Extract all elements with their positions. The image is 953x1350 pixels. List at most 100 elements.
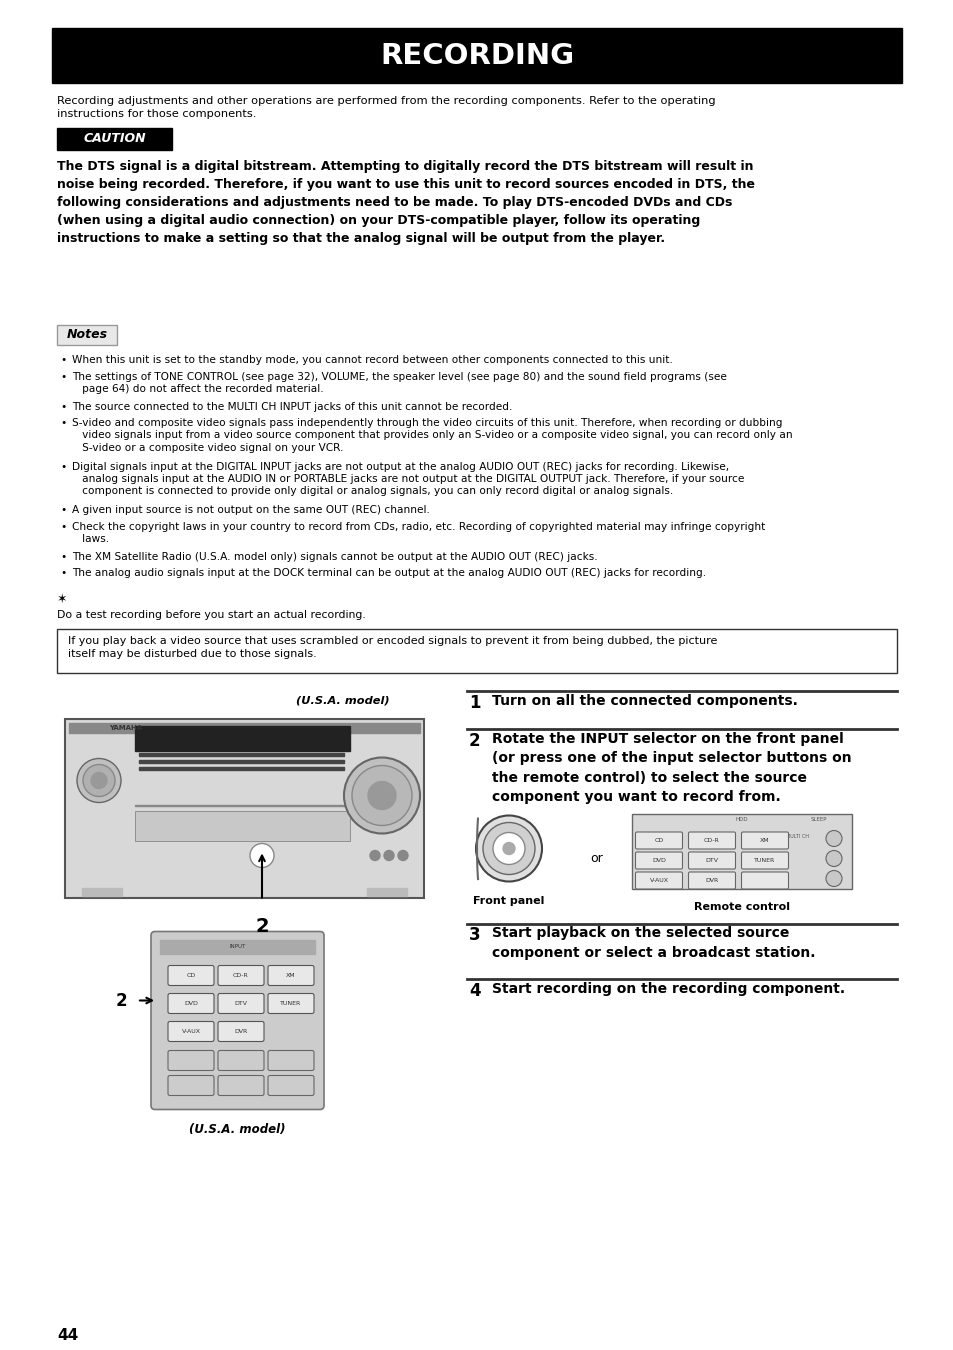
- FancyBboxPatch shape: [268, 965, 314, 986]
- FancyBboxPatch shape: [168, 1050, 213, 1071]
- Text: DVR: DVR: [704, 878, 718, 883]
- Bar: [57, 128, 172, 150]
- Text: SLEEP: SLEEP: [810, 817, 826, 822]
- Bar: [631, 814, 851, 888]
- Circle shape: [344, 757, 419, 833]
- FancyBboxPatch shape: [688, 832, 735, 849]
- Text: •: •: [60, 552, 66, 562]
- Circle shape: [250, 844, 274, 868]
- Circle shape: [296, 815, 307, 825]
- FancyBboxPatch shape: [218, 965, 264, 986]
- Text: 1: 1: [469, 694, 480, 711]
- Text: 4: 4: [469, 981, 480, 999]
- Circle shape: [368, 782, 395, 810]
- Circle shape: [476, 815, 541, 882]
- Circle shape: [352, 765, 412, 825]
- Text: Start recording on the recording component.: Start recording on the recording compone…: [492, 981, 844, 995]
- Text: Do a test recording before you start an actual recording.: Do a test recording before you start an …: [57, 609, 365, 620]
- Text: DVR: DVR: [234, 1029, 248, 1034]
- FancyBboxPatch shape: [168, 994, 213, 1014]
- Text: Remote control: Remote control: [693, 903, 789, 913]
- Bar: [69, 722, 419, 733]
- Bar: [160, 940, 314, 953]
- Text: XM: XM: [760, 838, 769, 842]
- Circle shape: [482, 822, 535, 875]
- Bar: [139, 752, 344, 756]
- Text: Check the copyright laws in your country to record from CDs, radio, etc. Recordi: Check the copyright laws in your country…: [71, 521, 764, 544]
- FancyBboxPatch shape: [168, 965, 213, 986]
- FancyBboxPatch shape: [635, 832, 681, 849]
- Circle shape: [370, 850, 379, 860]
- Circle shape: [493, 833, 524, 864]
- Text: 44: 44: [57, 1328, 78, 1343]
- Bar: [135, 810, 350, 841]
- FancyBboxPatch shape: [635, 852, 681, 869]
- Text: •: •: [60, 355, 66, 364]
- Circle shape: [77, 759, 121, 802]
- Text: The DTS signal is a digital bitstream. Attempting to digitally record the DTS bi: The DTS signal is a digital bitstream. A…: [57, 161, 754, 244]
- Text: •: •: [60, 568, 66, 578]
- Text: HDD: HDD: [735, 817, 747, 822]
- Circle shape: [825, 830, 841, 846]
- FancyBboxPatch shape: [218, 1076, 264, 1095]
- Circle shape: [91, 772, 107, 788]
- Bar: [135, 725, 350, 751]
- Text: 2: 2: [254, 918, 269, 937]
- Text: XM: XM: [286, 973, 295, 977]
- Text: The source connected to the MULTI CH INPUT jacks of this unit cannot be recorded: The source connected to the MULTI CH INP…: [71, 401, 512, 412]
- Text: •: •: [60, 462, 66, 471]
- Text: V-AUX: V-AUX: [181, 1029, 200, 1034]
- FancyBboxPatch shape: [168, 1076, 213, 1095]
- Text: When this unit is set to the standby mode, you cannot record between other compo: When this unit is set to the standby mod…: [71, 355, 672, 364]
- Text: •: •: [60, 401, 66, 412]
- Text: CD-R: CD-R: [703, 838, 720, 842]
- Circle shape: [236, 815, 247, 825]
- Text: DTV: DTV: [234, 1000, 247, 1006]
- Text: Digital signals input at the DIGITAL INPUT jacks are not output at the analog AU: Digital signals input at the DIGITAL INP…: [71, 462, 743, 497]
- FancyBboxPatch shape: [688, 852, 735, 869]
- Text: CD-R: CD-R: [233, 973, 249, 977]
- Text: If you play back a video source that uses scrambled or encoded signals to preven: If you play back a video source that use…: [68, 636, 717, 659]
- Text: The analog audio signals input at the DOCK terminal can be output at the analog : The analog audio signals input at the DO…: [71, 568, 705, 578]
- Circle shape: [825, 850, 841, 867]
- Bar: [367, 887, 407, 895]
- Text: Rotate the INPUT selector on the front panel
(or press one of the input selector: Rotate the INPUT selector on the front p…: [492, 732, 851, 805]
- Text: The settings of TONE CONTROL (see page 32), VOLUME, the speaker level (see page : The settings of TONE CONTROL (see page 3…: [71, 371, 726, 394]
- Text: INPUT: INPUT: [229, 944, 245, 949]
- Text: (U.S.A. model): (U.S.A. model): [189, 1123, 286, 1137]
- Text: The XM Satellite Radio (U.S.A. model only) signals cannot be output at the AUDIO: The XM Satellite Radio (U.S.A. model onl…: [71, 552, 597, 562]
- Text: Start playback on the selected source
component or select a broadcast station.: Start playback on the selected source co…: [492, 926, 815, 960]
- Text: 2: 2: [115, 991, 127, 1010]
- Text: CD: CD: [654, 838, 663, 842]
- Text: MULTI CH: MULTI CH: [785, 834, 809, 838]
- Text: •: •: [60, 418, 66, 428]
- Text: •: •: [60, 521, 66, 532]
- Text: Recording adjustments and other operations are performed from the recording comp: Recording adjustments and other operatio…: [57, 96, 715, 119]
- Circle shape: [207, 815, 216, 825]
- Text: Front panel: Front panel: [473, 895, 544, 906]
- Circle shape: [327, 815, 336, 825]
- Text: or: or: [590, 852, 602, 865]
- Circle shape: [502, 842, 515, 855]
- FancyBboxPatch shape: [740, 832, 788, 849]
- Bar: [57, 629, 896, 672]
- FancyBboxPatch shape: [218, 1050, 264, 1071]
- Text: CBL: CBL: [637, 834, 646, 838]
- Text: 2: 2: [469, 732, 480, 749]
- Text: INPUT: INPUT: [496, 822, 521, 830]
- FancyBboxPatch shape: [688, 872, 735, 890]
- FancyBboxPatch shape: [168, 1022, 213, 1041]
- Text: A given input source is not output on the same OUT (REC) channel.: A given input source is not output on th…: [71, 505, 430, 514]
- Text: ✶: ✶: [57, 593, 68, 606]
- Text: CD: CD: [186, 973, 195, 977]
- FancyBboxPatch shape: [740, 872, 788, 890]
- Text: TUNER: TUNER: [280, 1000, 301, 1006]
- FancyBboxPatch shape: [57, 325, 117, 346]
- Text: CAUTION: CAUTION: [83, 132, 146, 146]
- Circle shape: [177, 815, 187, 825]
- Bar: [139, 767, 344, 770]
- Text: •: •: [60, 505, 66, 514]
- Text: TUNER: TUNER: [754, 859, 775, 863]
- Text: Turn on all the connected components.: Turn on all the connected components.: [492, 694, 797, 707]
- Text: RECORDING: RECORDING: [379, 42, 574, 69]
